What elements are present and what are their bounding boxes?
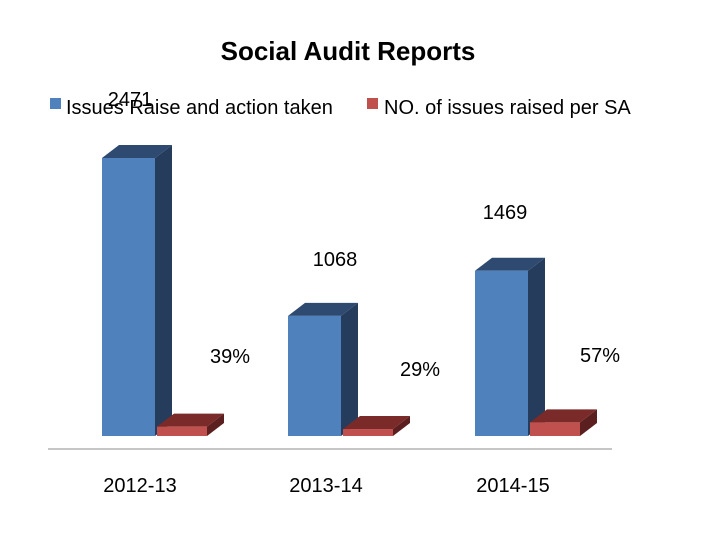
value-label-per-sa-2012-13: 39% [210,346,250,368]
bar-side-issues-2013-14 [341,302,358,436]
chart-title: Social Audit Reports [221,36,476,66]
category-label-2012-13: 2012-13 [103,475,176,497]
value-labels: 2471 39% 1068 29% 1469 57% [108,89,620,381]
bar-side-issues-2014-15 [528,257,545,436]
bar-side-per-sa-2014-15 [580,409,597,436]
bar-issues-2013-14 [288,315,341,436]
value-label-per-sa-2013-14: 29% [400,359,440,381]
legend-swatch-issues [50,98,61,109]
bar-side-per-sa-2013-14 [393,416,410,436]
bar-per-sa-2012-13 [157,426,207,436]
category-label-2013-14: 2013-14 [289,475,362,497]
bar-side-per-sa-2012-13 [207,413,224,436]
bar-top-per-sa-2014-15 [530,409,597,423]
bar-top-per-sa-2013-14 [343,416,410,430]
bar-top-per-sa-2012-13 [157,413,224,427]
bar-side-issues-2012-13 [155,145,172,436]
value-label-issues-2013-14: 1068 [313,249,358,271]
bar-top-issues-2013-14 [288,302,358,316]
legend-label-issues: Issues Raise and action taken [66,97,333,119]
bar-per-sa-2013-14 [343,429,393,436]
bar-top-issues-2014-15 [475,257,545,271]
bar-per-sa-2014-15 [530,422,580,436]
category-labels: 2012-13 2013-14 2014-15 [103,475,549,497]
bar-issues-2012-13 [102,158,155,436]
bar-issues-2014-15 [475,270,528,436]
value-label-issues-2012-13: 2471 [108,89,153,111]
bar-top-issues-2012-13 [102,145,172,158]
legend: Issues Raise and action taken NO. of iss… [50,97,631,119]
category-label-2014-15: 2014-15 [476,475,549,497]
bars [102,145,597,436]
value-label-per-sa-2014-15: 57% [580,345,620,367]
legend-label-per-sa: NO. of issues raised per SA [384,97,631,119]
value-label-issues-2014-15: 1469 [483,202,528,224]
legend-swatch-per-sa [367,98,378,109]
